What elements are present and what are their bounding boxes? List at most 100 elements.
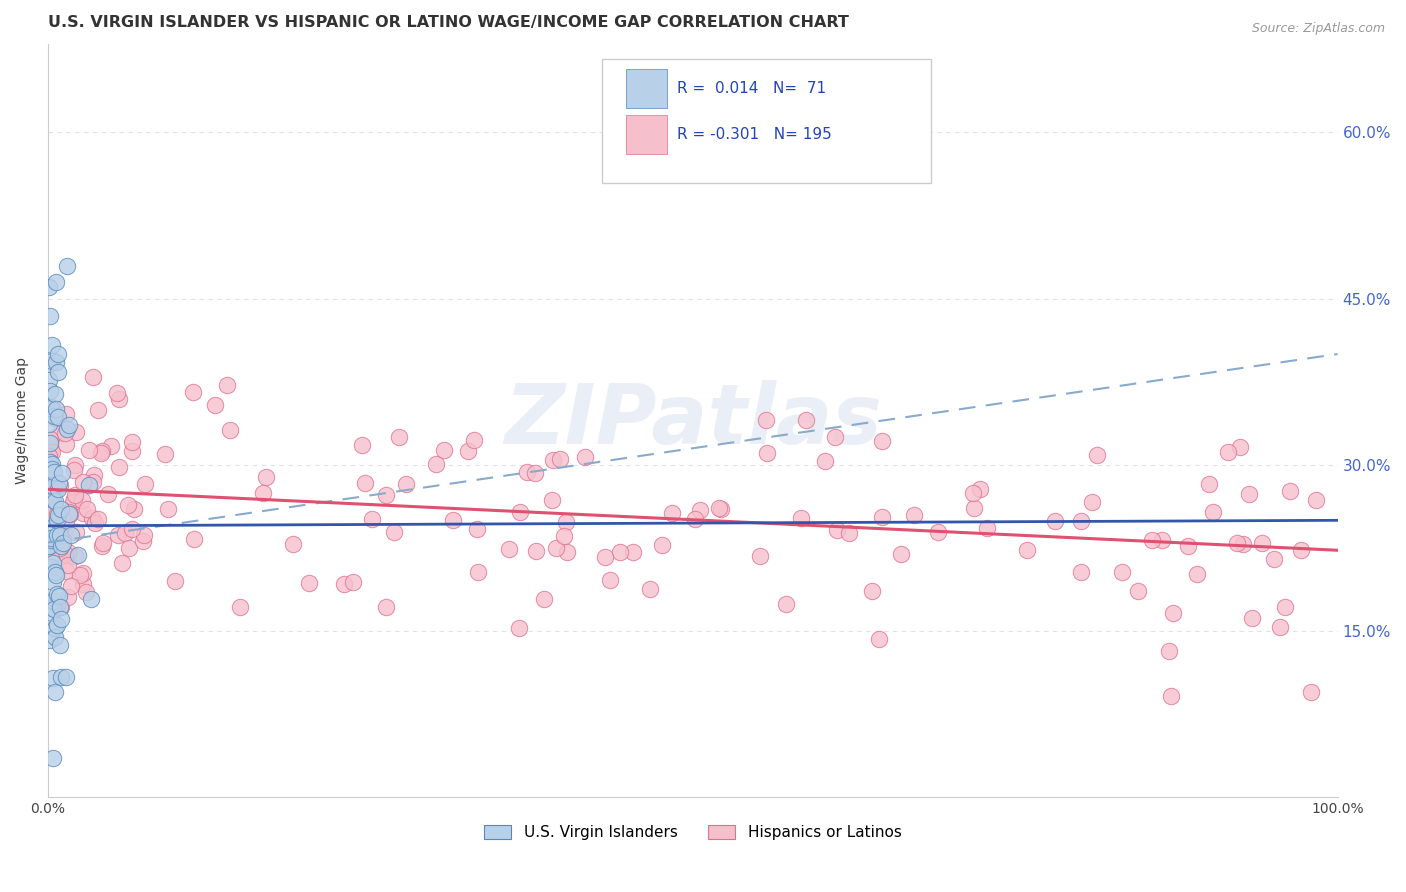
Point (38, 450, 60, 464)
Point (100, 439, 122, 453)
Point (42, 575, 65, 590)
Point (76, 501, 98, 516)
Point (813, 454, 835, 468)
Point (870, 510, 893, 524)
Point (42, 594, 65, 608)
Point (41, 531, 63, 545)
Point (42, 556, 65, 570)
Point (1299, 684, 1322, 698)
Point (58, 505, 80, 519)
Point (638, 582, 661, 596)
Point (425, 457, 447, 471)
Point (60, 579, 83, 593)
Text: R =  0.014   N=  71: R = 0.014 N= 71 (678, 81, 827, 96)
Point (254, 470, 277, 484)
Point (775, 597, 797, 611)
Point (868, 632, 890, 646)
Point (555, 545, 578, 559)
Point (97, 487, 120, 501)
Point (45, 502, 67, 516)
Point (790, 511, 813, 525)
Point (65, 458, 87, 473)
Point (1268, 620, 1291, 634)
Point (755, 446, 778, 460)
Point (39, 401, 62, 416)
Point (621, 545, 644, 559)
Point (555, 515, 578, 529)
Point (38, 417, 60, 431)
Text: U.S. VIRGIN ISLANDER VS HISPANIC OR LATINO WAGE/INCOME GAP CORRELATION CHART: U.S. VIRGIN ISLANDER VS HISPANIC OR LATI… (48, 15, 849, 30)
Point (1232, 537, 1254, 551)
Point (661, 506, 683, 520)
Point (44, 685, 66, 699)
Point (44, 472, 66, 486)
Point (72, 475, 94, 490)
Point (46, 482, 69, 496)
Point (90, 446, 112, 460)
Point (53, 526, 76, 541)
Point (87, 512, 110, 526)
Point (41, 457, 63, 471)
Point (38, 505, 60, 519)
Point (541, 453, 564, 467)
Point (56, 558, 79, 572)
Point (824, 430, 846, 444)
Point (153, 447, 176, 461)
Point (969, 482, 991, 496)
Point (156, 502, 179, 516)
Point (77, 442, 100, 457)
Point (1229, 440, 1251, 454)
Point (508, 621, 530, 635)
Point (132, 528, 155, 542)
Point (59, 528, 82, 542)
Point (1198, 477, 1220, 491)
Point (121, 434, 143, 449)
Point (45, 528, 67, 542)
Point (42, 672, 65, 686)
Point (91, 535, 114, 549)
Point (108, 392, 131, 407)
Point (82, 370, 104, 384)
Text: R = -0.301   N= 195: R = -0.301 N= 195 (678, 127, 832, 142)
Point (38, 399, 60, 413)
Point (1070, 565, 1092, 579)
Point (374, 488, 396, 502)
Point (42, 493, 65, 508)
Point (39, 309, 62, 323)
Point (87, 403, 110, 417)
Point (533, 592, 555, 607)
Point (1216, 445, 1239, 459)
Point (72, 566, 94, 581)
Point (58, 417, 80, 432)
Point (55, 437, 77, 451)
Point (467, 565, 489, 579)
Point (114, 526, 136, 541)
Point (72, 506, 94, 520)
Point (1080, 495, 1102, 509)
Point (963, 500, 986, 515)
Point (52, 533, 75, 547)
Point (1043, 514, 1066, 528)
Point (1126, 583, 1149, 598)
Point (49, 540, 72, 554)
Point (44, 630, 66, 644)
Point (41, 445, 63, 459)
Point (56, 544, 79, 558)
Point (48, 528, 70, 542)
Point (1226, 535, 1249, 549)
Point (62, 495, 84, 509)
Point (1111, 566, 1133, 580)
Point (38, 539, 60, 553)
Point (45, 402, 67, 417)
Point (1202, 505, 1225, 519)
Point (353, 475, 375, 490)
Point (433, 442, 456, 457)
Point (108, 460, 131, 475)
Point (870, 434, 893, 449)
Point (49, 612, 72, 626)
Point (465, 522, 488, 536)
Point (1263, 551, 1285, 566)
Point (1177, 539, 1199, 553)
Point (48, 425, 70, 440)
Point (976, 521, 998, 535)
